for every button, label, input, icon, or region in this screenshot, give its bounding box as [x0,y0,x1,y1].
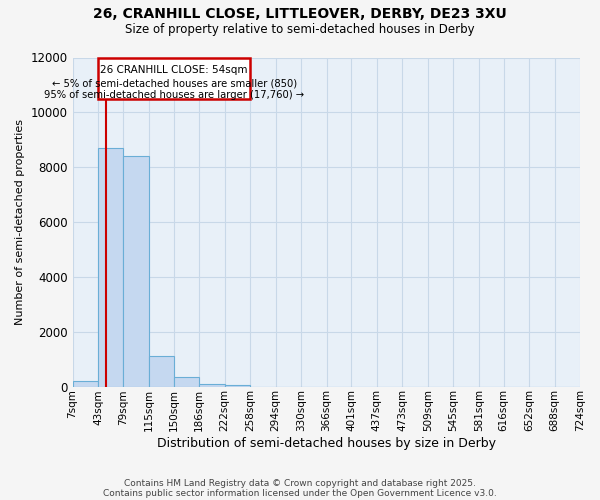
Bar [225,384,250,386]
Bar [174,377,199,386]
FancyBboxPatch shape [98,58,250,98]
Y-axis label: Number of semi-detached properties: Number of semi-detached properties [15,119,25,325]
Bar [98,148,124,386]
Bar [73,381,98,386]
Text: Contains public sector information licensed under the Open Government Licence v3: Contains public sector information licen… [103,488,497,498]
X-axis label: Distribution of semi-detached houses by size in Derby: Distribution of semi-detached houses by … [157,437,496,450]
Text: 26 CRANHILL CLOSE: 54sqm: 26 CRANHILL CLOSE: 54sqm [100,65,248,75]
Bar [124,156,149,386]
Bar [149,356,174,386]
Text: 26, CRANHILL CLOSE, LITTLEOVER, DERBY, DE23 3XU: 26, CRANHILL CLOSE, LITTLEOVER, DERBY, D… [93,8,507,22]
Text: Size of property relative to semi-detached houses in Derby: Size of property relative to semi-detach… [125,22,475,36]
Text: Contains HM Land Registry data © Crown copyright and database right 2025.: Contains HM Land Registry data © Crown c… [124,478,476,488]
Text: 95% of semi-detached houses are larger (17,760) →: 95% of semi-detached houses are larger (… [44,90,304,100]
Bar [199,384,225,386]
Text: ← 5% of semi-detached houses are smaller (850): ← 5% of semi-detached houses are smaller… [52,79,296,89]
